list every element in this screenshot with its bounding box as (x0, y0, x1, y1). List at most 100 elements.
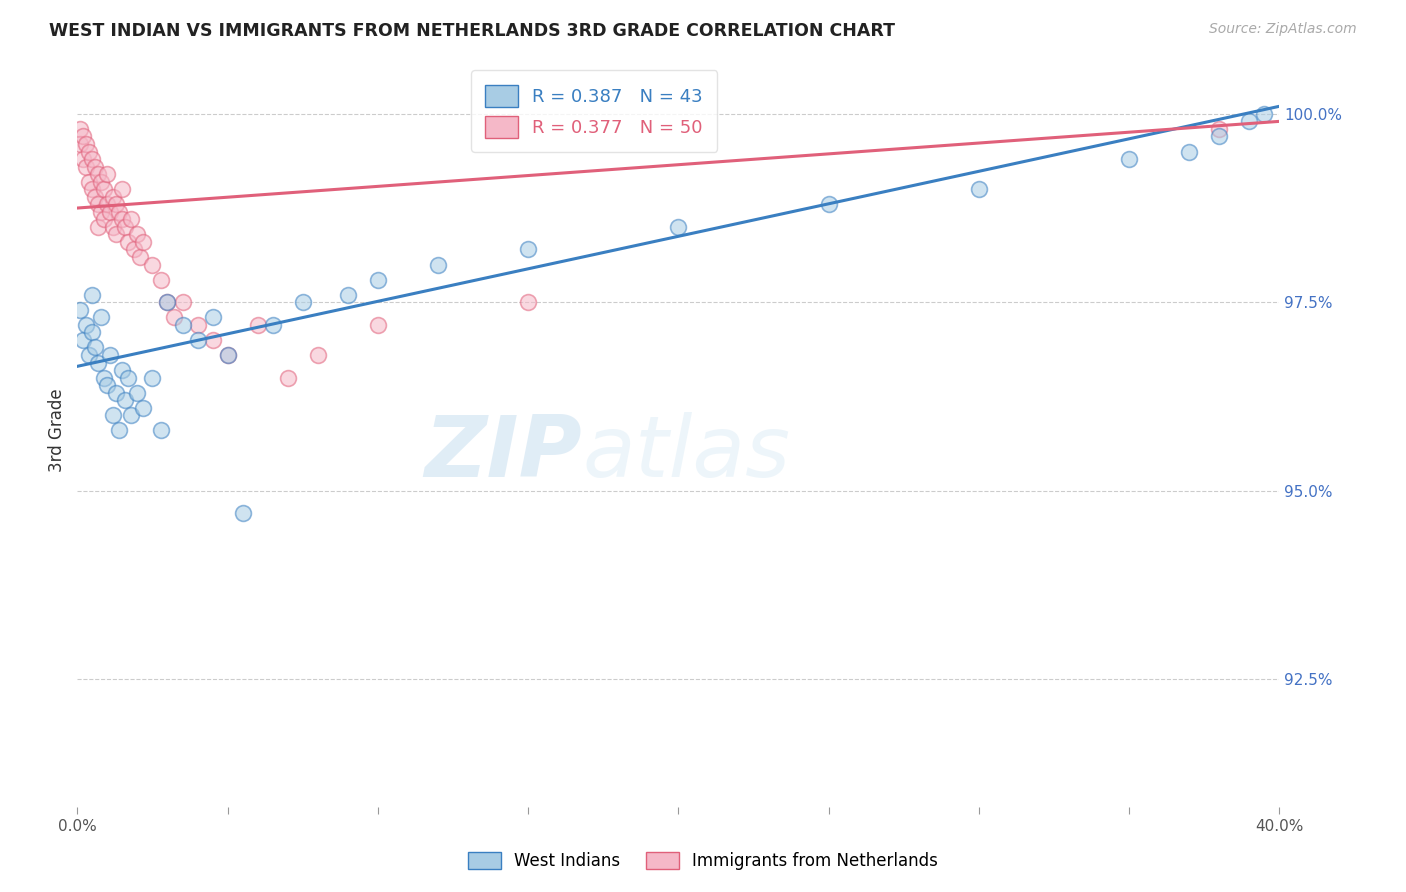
Point (517, 295, 540, 310)
Point (117, 235, 139, 249)
Point (87, 355, 110, 369)
Point (1208, 122, 1230, 136)
Point (1178, 145, 1201, 159)
Point (262, 318, 284, 332)
Point (111, 212, 134, 227)
Point (93, 370, 115, 384)
Point (100, 204, 122, 219)
Point (90, 204, 112, 219)
Point (82, 326, 104, 340)
Point (108, 424, 131, 438)
Point (124, 243, 146, 257)
Point (307, 348, 329, 362)
Point (84, 341, 107, 355)
Point (367, 318, 389, 332)
Point (1208, 129, 1230, 144)
Text: WEST INDIAN VS IMMIGRANTS FROM NETHERLANDS 3RD GRADE CORRELATION CHART: WEST INDIAN VS IMMIGRANTS FROM NETHERLAN… (49, 22, 896, 40)
Point (103, 219, 125, 234)
Point (150, 272, 173, 286)
Point (201, 310, 224, 325)
Point (108, 204, 131, 219)
Point (127, 385, 149, 400)
Point (75, 318, 97, 332)
Point (232, 506, 254, 520)
Point (82, 182, 104, 196)
Point (82, 287, 104, 301)
Point (156, 295, 179, 310)
Point (87, 197, 110, 211)
Point (162, 310, 184, 325)
Legend: West Indians, Immigrants from Netherlands: West Indians, Immigrants from Netherland… (461, 845, 945, 877)
Point (87, 167, 110, 181)
Point (87, 219, 110, 234)
Point (172, 318, 194, 332)
Point (96, 197, 118, 211)
Point (172, 295, 194, 310)
Point (75, 136, 97, 151)
Point (96, 167, 118, 181)
Point (103, 409, 125, 423)
Point (187, 318, 209, 332)
Point (156, 295, 179, 310)
Point (96, 378, 118, 392)
Point (100, 348, 122, 362)
Point (141, 370, 163, 384)
Point (84, 160, 107, 174)
Point (141, 258, 163, 272)
Point (817, 197, 839, 211)
Point (336, 287, 359, 301)
Point (114, 393, 136, 408)
Point (90, 310, 112, 325)
Point (82, 152, 104, 166)
Point (111, 182, 134, 196)
Point (103, 190, 125, 204)
Point (217, 348, 239, 362)
Point (79, 145, 101, 159)
Point (291, 295, 314, 310)
Point (114, 219, 136, 234)
Text: ZIP: ZIP (425, 411, 582, 494)
Point (967, 182, 990, 196)
Point (75, 160, 97, 174)
Point (69, 122, 91, 136)
Y-axis label: 3rd Grade: 3rd Grade (48, 389, 66, 472)
Point (1239, 114, 1261, 128)
Point (367, 272, 389, 286)
Point (1253, 107, 1275, 121)
Point (111, 363, 134, 377)
Point (93, 212, 115, 227)
Point (120, 409, 142, 423)
Point (105, 227, 128, 242)
Legend: R = 0.387   N = 43, R = 0.377   N = 50: R = 0.387 N = 43, R = 0.377 N = 50 (471, 70, 717, 152)
Point (217, 348, 239, 362)
Point (117, 370, 139, 384)
Point (132, 401, 155, 415)
Point (93, 182, 115, 196)
Point (201, 333, 224, 347)
Point (105, 197, 128, 211)
Point (1118, 152, 1140, 166)
Point (277, 370, 299, 384)
Point (129, 250, 152, 264)
Point (72, 333, 94, 347)
Point (132, 235, 155, 249)
Point (120, 212, 142, 227)
Text: Source: ZipAtlas.com: Source: ZipAtlas.com (1209, 22, 1357, 37)
Point (72, 152, 94, 166)
Point (187, 333, 209, 347)
Point (150, 424, 173, 438)
Point (79, 348, 101, 362)
Point (72, 129, 94, 144)
Point (69, 136, 91, 151)
Point (90, 175, 112, 189)
Text: atlas: atlas (582, 411, 790, 494)
Point (69, 302, 91, 317)
Point (105, 385, 128, 400)
Point (79, 175, 101, 189)
Point (427, 258, 450, 272)
Point (84, 190, 107, 204)
Point (517, 243, 540, 257)
Point (246, 318, 269, 332)
Point (668, 219, 690, 234)
Point (127, 227, 149, 242)
